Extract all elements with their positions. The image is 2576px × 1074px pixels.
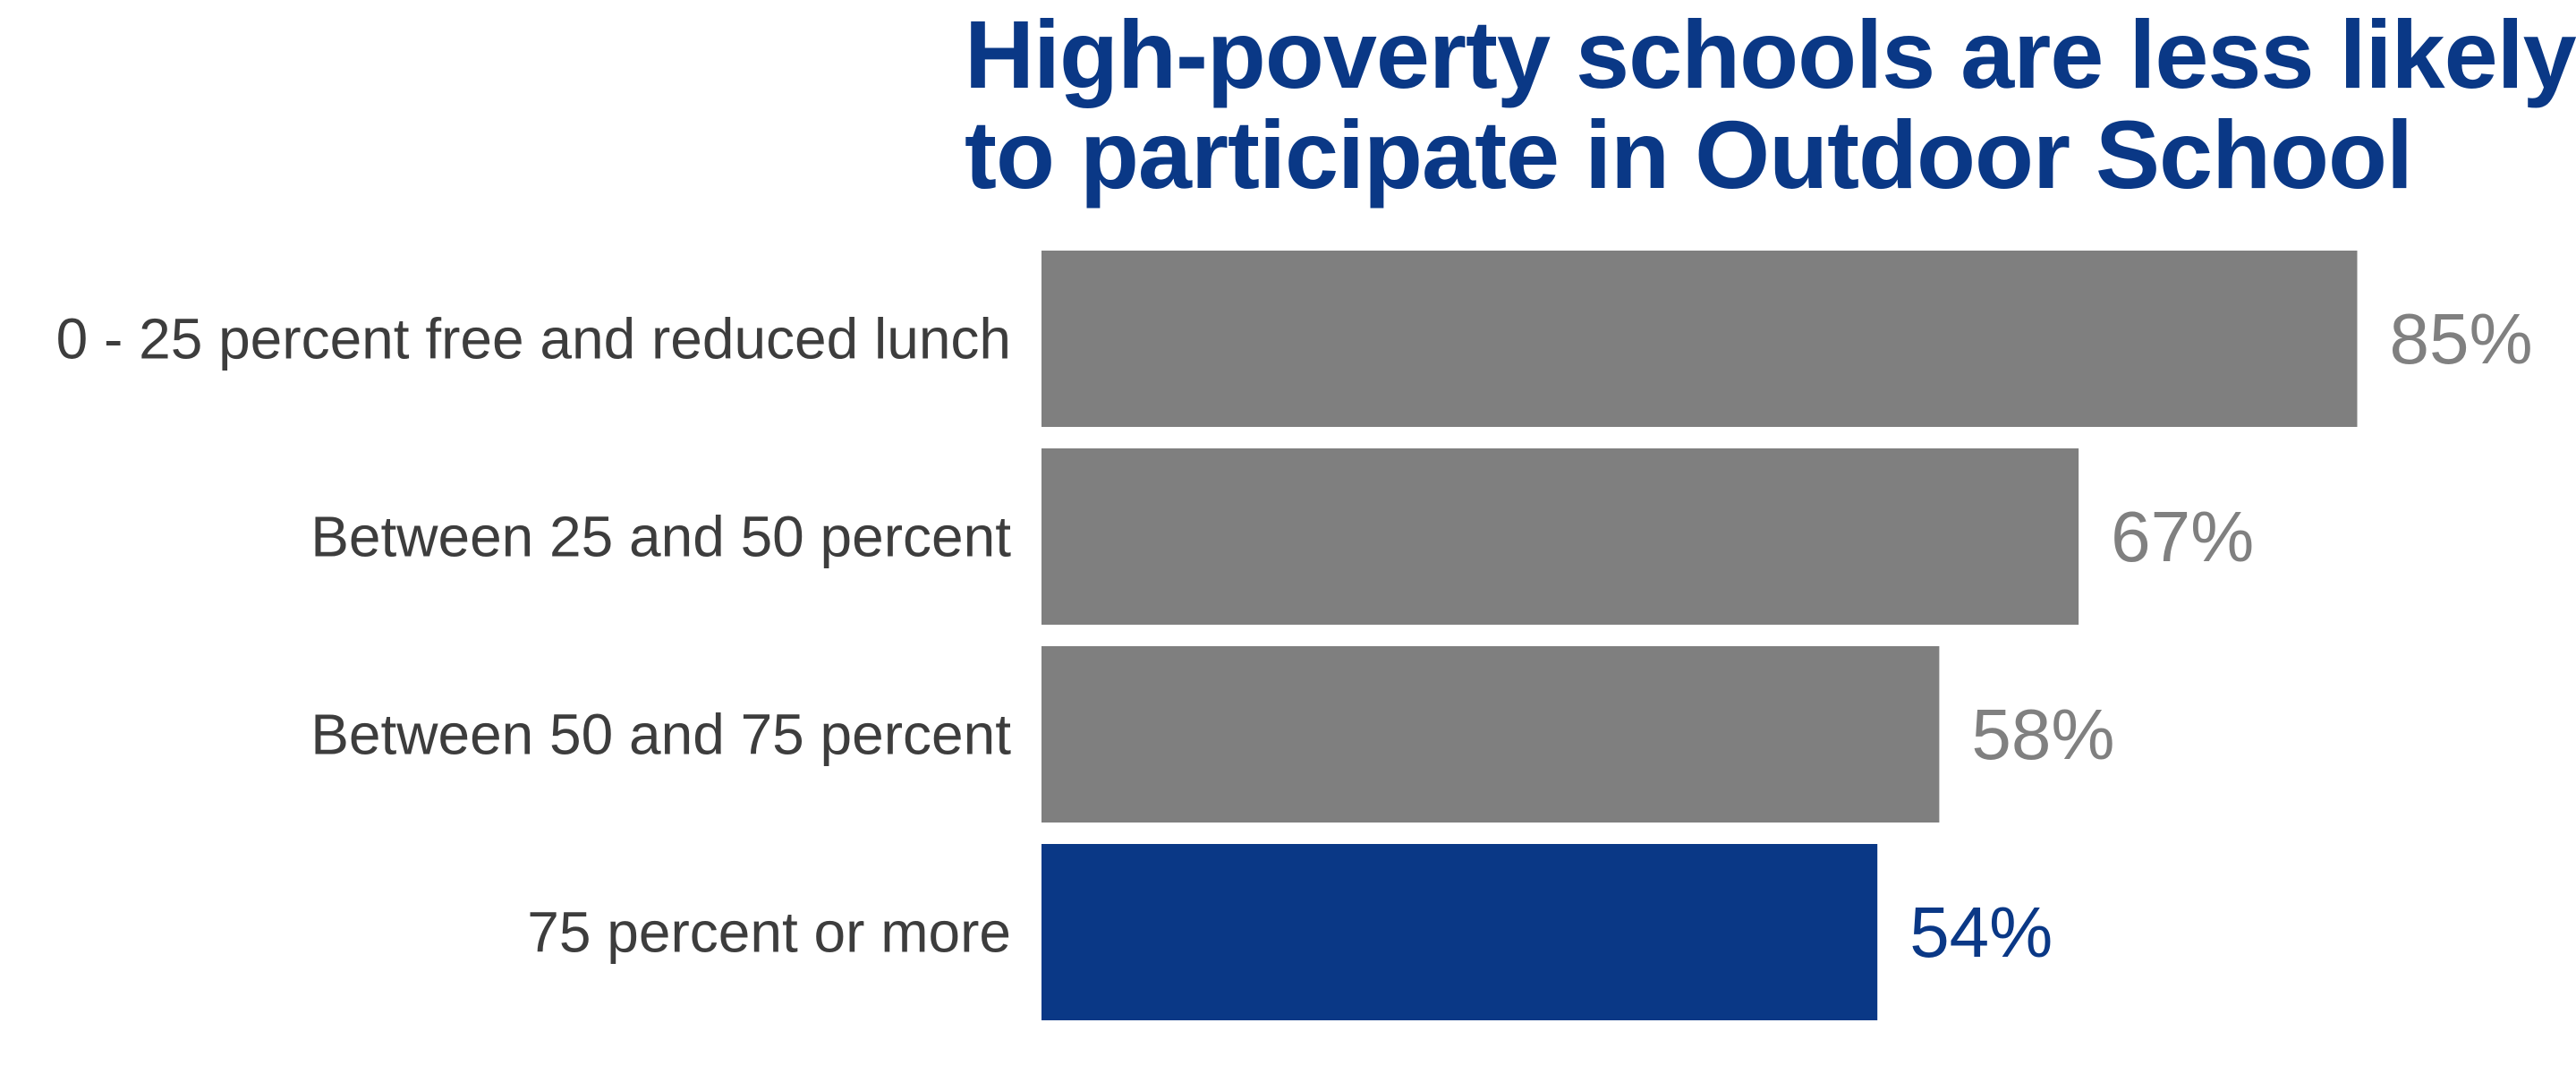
value-label: 67%	[2111, 497, 2254, 576]
category-label: Between 50 and 75 percent	[310, 703, 1011, 767]
chart-title: High-poverty schools are less likely to …	[965, 0, 2576, 209]
bar	[1041, 646, 1940, 823]
chart-title-line-1: High-poverty schools are less likely	[965, 0, 2576, 108]
value-label: 85%	[2390, 299, 2533, 379]
bar-group: Between 25 and 50 percent 67%	[310, 448, 2254, 625]
bar-group: 0 - 25 percent free and reduced lunch 85%	[56, 251, 2533, 427]
bar-group: 75 percent or more 54%	[527, 844, 2053, 1020]
category-label: 0 - 25 percent free and reduced lunch	[56, 307, 1011, 371]
category-label: 75 percent or more	[527, 900, 1011, 965]
bar-group: Between 50 and 75 percent 58%	[310, 646, 2115, 823]
category-label: Between 25 and 50 percent	[310, 505, 1011, 569]
chart-title-line-2: to participate in Outdoor School	[965, 100, 2413, 209]
bar	[1041, 844, 1878, 1020]
value-label: 58%	[1971, 695, 2114, 774]
value-label: 54%	[1909, 892, 2053, 972]
bar	[1041, 251, 2358, 427]
bar	[1041, 448, 2079, 625]
